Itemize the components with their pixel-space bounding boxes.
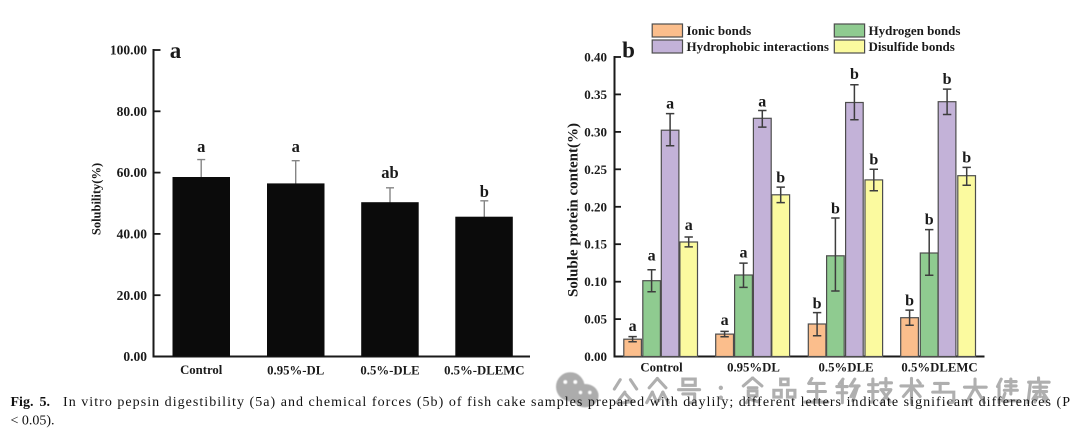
svg-text:b: b (813, 296, 822, 313)
svg-text:b: b (869, 152, 878, 169)
svg-text:a: a (685, 217, 693, 234)
svg-text:0.5%DLE: 0.5%DLE (819, 361, 874, 375)
svg-text:Soluble protein content(%): Soluble protein content(%) (566, 123, 582, 297)
svg-text:a: a (197, 137, 205, 156)
svg-text:a: a (758, 94, 766, 111)
svg-text:60.00: 60.00 (117, 165, 148, 180)
svg-text:b: b (776, 170, 785, 187)
svg-text:0.05: 0.05 (584, 312, 607, 327)
svg-text:b: b (905, 293, 914, 310)
svg-text:In vitro pepsin digestibility: In vitro pepsin digestibility (5a) and c… (63, 395, 1070, 410)
svg-text:b: b (850, 66, 859, 83)
svg-text:Hydrogen bonds: Hydrogen bonds (869, 23, 961, 38)
svg-text:100.00: 100.00 (110, 43, 147, 58)
svg-text:40.00: 40.00 (117, 227, 148, 242)
svg-text:Control: Control (180, 363, 223, 377)
svg-text:0.95%DL: 0.95%DL (727, 361, 780, 375)
svg-text:0.10: 0.10 (584, 274, 607, 289)
svg-text:a: a (170, 38, 182, 63)
svg-text:b: b (925, 212, 934, 229)
svg-text:80.00: 80.00 (117, 104, 148, 119)
svg-text:0.30: 0.30 (584, 124, 607, 139)
svg-text:a: a (648, 248, 656, 265)
svg-text:0.00: 0.00 (584, 349, 607, 364)
svg-text:ab: ab (381, 163, 398, 182)
svg-text:a: a (292, 137, 300, 156)
svg-text:b: b (962, 150, 971, 167)
svg-text:b: b (480, 182, 489, 201)
svg-text:b: b (622, 38, 635, 63)
svg-text:0.95%-DL: 0.95%-DL (267, 364, 324, 378)
svg-text:Disulfide bonds: Disulfide bonds (869, 39, 955, 54)
svg-text:a: a (666, 96, 674, 113)
svg-text:Fig. 5.: Fig. 5. (11, 395, 50, 410)
svg-text:a: a (740, 245, 748, 262)
svg-text:b: b (831, 201, 840, 218)
svg-text:0.5%DLEMC: 0.5%DLEMC (901, 361, 977, 375)
svg-text:0.40: 0.40 (584, 50, 607, 65)
svg-text:a: a (721, 312, 729, 329)
svg-text:0.00: 0.00 (123, 349, 147, 364)
svg-text:0.35: 0.35 (584, 87, 607, 102)
svg-text:< 0.05).: < 0.05). (11, 413, 55, 428)
svg-text:0.5%-DLE: 0.5%-DLE (360, 364, 419, 378)
svg-text:Control: Control (640, 361, 683, 375)
svg-text:0.5%-DLEMC: 0.5%-DLEMC (444, 364, 524, 378)
svg-text:0.25: 0.25 (584, 162, 607, 177)
svg-text:0.15: 0.15 (584, 237, 607, 252)
svg-text:a: a (629, 318, 637, 335)
svg-text:Solubility(%): Solubility(%) (90, 163, 104, 235)
svg-text:0.20: 0.20 (584, 199, 607, 214)
svg-text:b: b (943, 71, 952, 88)
svg-text:Hydrophobic interactions: Hydrophobic interactions (687, 39, 829, 54)
svg-text:Ionic bonds: Ionic bonds (687, 23, 752, 38)
svg-text:20.00: 20.00 (117, 288, 148, 303)
